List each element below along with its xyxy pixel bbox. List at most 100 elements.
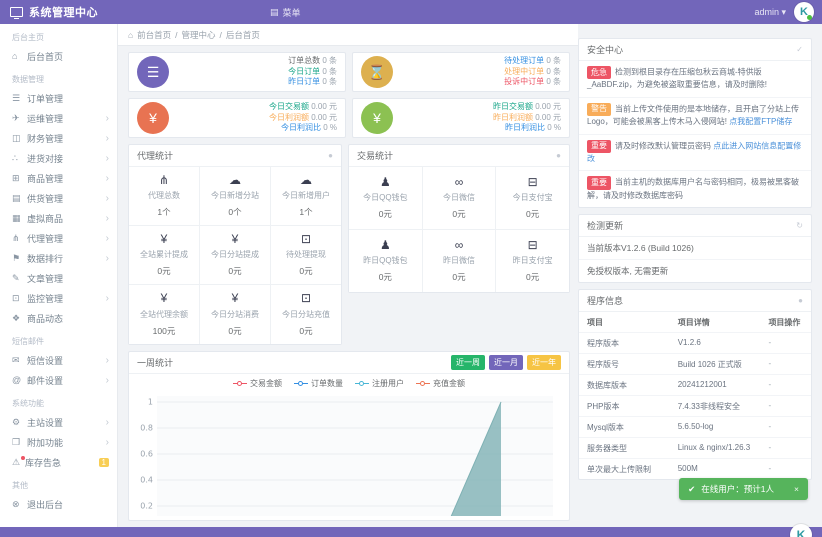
svg-text:0.2: 0.2 (140, 501, 153, 510)
legend-trade-amount[interactable]: 交易金额 (233, 378, 282, 389)
legend-registered-users[interactable]: 注册用户 (355, 378, 404, 389)
panel-options-icon[interactable]: ● (798, 296, 803, 306)
sidebar-item-monitor[interactable]: ⊡ 监控管理 › (12, 292, 109, 304)
range-year-button[interactable]: 近一年 (527, 354, 561, 370)
yen-icon: ¥ (160, 291, 168, 306)
logo-dot (807, 15, 812, 20)
sidebar-item-orders[interactable]: ☰ 订单管理 (12, 92, 64, 104)
brand-logo-k: K (794, 2, 814, 22)
sitemap-icon: ⋔ (12, 232, 20, 243)
wechat-icon: ∞ (454, 175, 464, 189)
program-info-panel: 程序信息 ● 项目 项目详情 项目操作 程序版本 V1.2.6- 程序版号 Build … (578, 289, 812, 481)
panel-options-icon[interactable]: ● (328, 151, 333, 160)
breadcrumb-separator: / (175, 29, 178, 40)
table-row: 数据库版本 20241212001- (579, 375, 811, 397)
range-month-button[interactable]: 近一月 (489, 354, 523, 370)
stat-label: 待处理订单 (504, 55, 545, 65)
chevron-right-icon: › (105, 232, 109, 244)
legend-order-count[interactable]: 订单数量 (294, 378, 343, 389)
bank-card-icon: ⊟ (527, 238, 538, 253)
trade-stat-cell: ∞ 今日微信 0元 (422, 167, 496, 230)
sidebar-item-agents[interactable]: ⋔ 代理管理 › (12, 232, 109, 244)
current-version-line: 当前版本V1.2.6 (Build 1026) (579, 237, 811, 261)
panel-title: 代理统计 (137, 151, 174, 161)
bottom-window-bar (0, 527, 822, 537)
svg-text:1: 1 (148, 397, 153, 406)
sidebar-item-logout[interactable]: ⊗ 退出后台 (12, 498, 64, 510)
stat-label: 昨日利润额 (492, 112, 533, 122)
cloud-icon: ☁ (229, 173, 241, 187)
list-circle-icon: ☰ (137, 56, 169, 88)
panel-title: 检测更新 (587, 221, 624, 232)
home-icon: ⌂ (12, 51, 18, 61)
user-dropdown[interactable]: admin ▾ (754, 6, 786, 17)
panel-options-icon[interactable]: ● (556, 151, 561, 160)
stat-label: 今日利润比 (280, 123, 321, 133)
svg-text:0.6: 0.6 (140, 449, 153, 458)
site-config-link[interactable]: 点此进入网站信息配置修改 (587, 141, 802, 163)
share-icon: ∴ (12, 152, 18, 163)
sidebar-section-data: 数据管理 (12, 75, 44, 84)
wallet-icon: ◫ (12, 132, 21, 143)
at-icon: @ (12, 375, 22, 385)
sidebar-item-mail-settings[interactable]: @ 邮件设置 › (12, 374, 109, 386)
sidebar-item-finance[interactable]: ◫ 财务管理 › (12, 132, 109, 144)
stat-label: 昨日利润比 (504, 123, 545, 133)
stat-label: 昨日交易额 (492, 101, 533, 111)
pending-order-card: ⌛ 待处理订单 0 条 处理中订单 0 条 投诉中订单 0 条 (352, 52, 570, 92)
brand-logo-k-bottom: K (790, 524, 812, 537)
sidebar-item-supply[interactable]: ▤ 供货管理 › (12, 192, 109, 204)
alert-level-badge: 警告 (587, 102, 611, 117)
legend-recharge-amount[interactable]: 充值金额 (416, 378, 465, 389)
notification-dot (21, 456, 25, 460)
yen-icon: ¥ (231, 291, 239, 306)
legend-marker-icon (416, 380, 430, 387)
license-line: 免授权版本, 无需更新 (587, 266, 669, 277)
stat-label: 订单总数 (288, 55, 321, 65)
yen-icon: ¥ (160, 232, 168, 247)
online-users-toast: ✔ 在线用户：预计1人 × (679, 478, 808, 500)
ftp-config-link[interactable]: 点我配置FTP储存 (729, 117, 793, 127)
order-total-card: ☰ 订单总数 0 条 今日订单 0 条 昨日订单 0 条 (128, 52, 346, 92)
sidebar-item-dashboard[interactable]: ⌂ 后台首页 (12, 51, 64, 62)
sidebar-item-sms-settings[interactable]: ✉ 短信设置 › (12, 354, 109, 366)
sidebar-item-goods-activity[interactable]: ❖ 商品动态 (12, 312, 64, 324)
refresh-icon[interactable]: ↻ (796, 221, 803, 231)
sidebar-section-other: 其他 (12, 481, 28, 490)
sidebar-item-site-settings[interactable]: ⚙ 主站设置 › (12, 416, 109, 428)
table-row: PHP版本 7.4.33非线程安全 - (579, 396, 811, 418)
sidebar-item-purchase-dock[interactable]: ∴ 进货对接 › (12, 152, 109, 164)
app-brand: 系统管理中心 (0, 4, 200, 20)
alert-level-badge: 危急 (587, 66, 611, 80)
bank-card-icon: ⊟ (527, 175, 538, 189)
sidebar-item-virtual-goods[interactable]: ▦ 虚拟商品 › (12, 212, 109, 224)
stat-label: 今日订单 (288, 66, 321, 76)
today-trade-card: ¥ 今日交易额 0.00 元 今日利润额 0.00 元 今日利润比 0 % (128, 98, 346, 138)
pencil-icon: ✎ (12, 272, 20, 283)
chevron-right-icon: › (105, 172, 109, 184)
cloud-icon: ☁ (300, 173, 312, 187)
program-table-header: 项目 项目详情 项目操作 (579, 312, 811, 334)
list-icon: ☰ (12, 92, 21, 103)
sidebar-item-addons[interactable]: ❒ 附加功能 › (12, 436, 109, 448)
chevron-right-icon: › (105, 354, 109, 366)
yen-circle-icon: ¥ (361, 102, 393, 134)
sidebar-item-data-rank[interactable]: ⚑ 数据排行 › (12, 252, 109, 264)
breadcrumb-front-home[interactable]: 前台首页 (137, 29, 172, 40)
breadcrumb-admin-center[interactable]: 管理中心 (181, 29, 216, 40)
sitemap-icon: ⋔ (158, 173, 170, 187)
sidebar-section-sms-mail: 短信邮件 (12, 337, 44, 346)
sidebar-item-goods[interactable]: ⊞ 商品管理 › (12, 172, 109, 184)
addon-icon: ❒ (12, 436, 21, 447)
range-week-button[interactable]: 近一周 (451, 354, 485, 370)
security-alert: 重要 请及时修改默认管理员密码 点此进入网站信息配置修改 (579, 135, 811, 172)
cart-icon: ⊞ (12, 172, 20, 183)
sidebar-item-articles[interactable]: ✎ 文章管理 (12, 272, 64, 284)
agent-stat-cell: ¥ 今日分站提成 0元 (200, 226, 270, 285)
table-row: 服务器类型 Linux & nginx/1.26.3- (579, 438, 811, 460)
menu-toggle[interactable]: ▤ 菜单 (270, 6, 301, 18)
sidebar-item-stock-alert[interactable]: ⚠ 库存告急 1 (0, 452, 117, 472)
close-icon[interactable]: × (794, 484, 799, 494)
sidebar-item-ops[interactable]: ✈ 运维管理 › (12, 112, 109, 124)
alert-level-badge: 重要 (587, 176, 611, 190)
